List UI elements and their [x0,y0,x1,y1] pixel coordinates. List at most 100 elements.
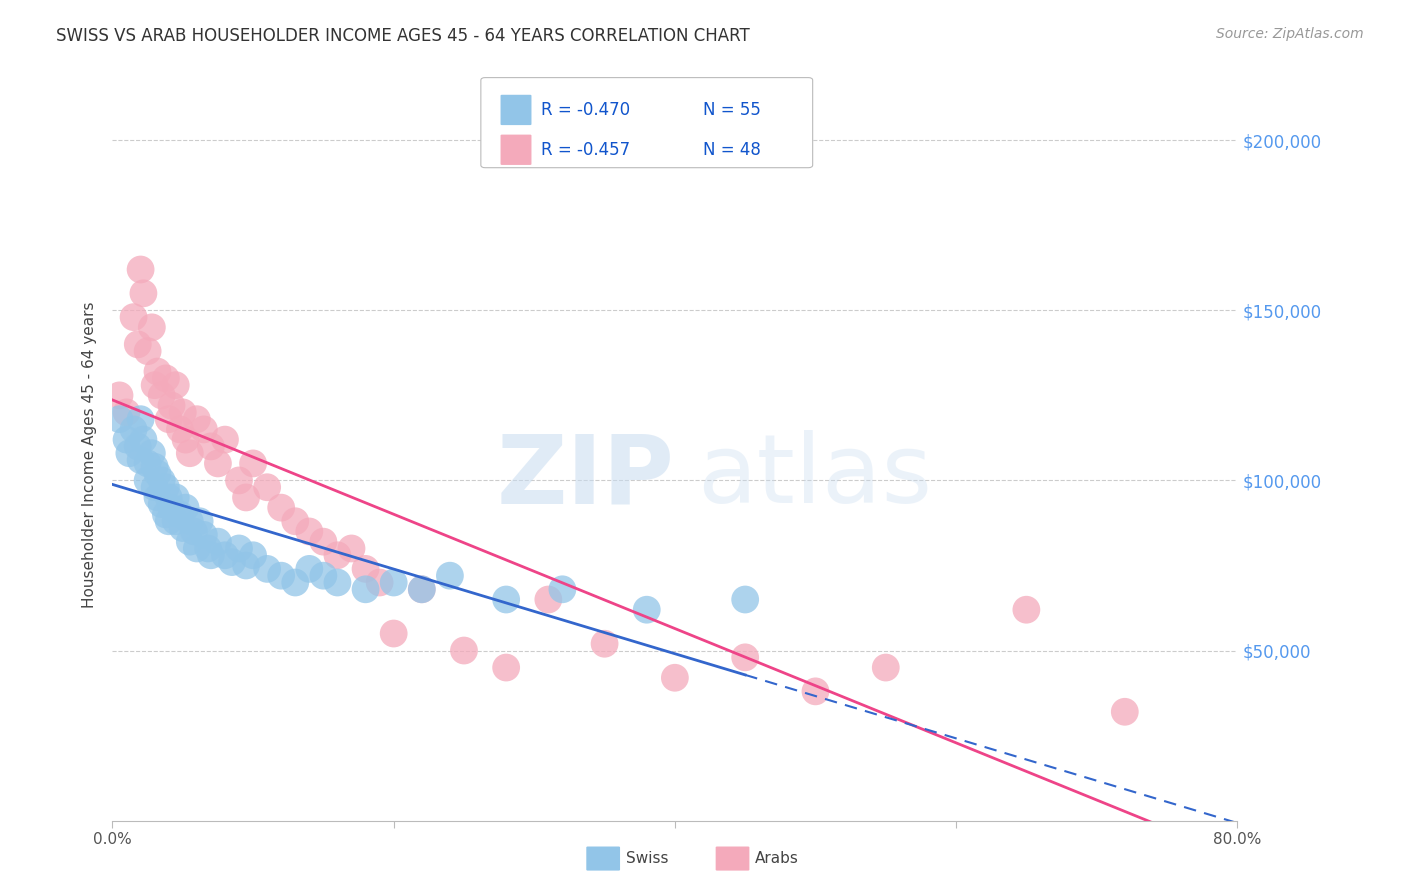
Point [453,643,475,657]
Point [270,500,292,515]
Point [411,582,433,597]
Point [340,541,363,556]
Text: Arabs: Arabs [755,852,799,866]
Point [183,524,205,539]
Point [186,412,208,426]
Point [115,433,138,447]
Point [165,514,187,528]
Point [179,514,201,528]
Text: R = -0.457: R = -0.457 [541,141,630,159]
Point [179,446,201,460]
Point [284,514,307,528]
Text: SWISS VS ARAB HOUSEHOLDER INCOME AGES 45 - 64 YEARS CORRELATION CHART: SWISS VS ARAB HOUSEHOLDER INCOME AGES 45… [56,27,749,45]
Point [298,562,321,576]
Point [242,457,264,471]
Point [141,446,163,460]
Point [734,592,756,607]
Point [551,582,574,597]
Point [214,549,236,563]
Point [122,422,145,436]
Point [160,399,183,413]
Point [411,582,433,597]
Point [129,262,152,277]
Point [143,459,166,474]
Point [270,568,292,582]
Point [108,388,131,402]
Point [495,592,517,607]
Text: R = -0.470: R = -0.470 [541,101,630,119]
Point [141,320,163,334]
Point [127,337,149,351]
Point [132,286,155,301]
Point [127,439,149,453]
Point [160,500,183,515]
Point [155,480,177,494]
Point [804,684,827,698]
Text: Swiss: Swiss [626,852,668,866]
Point [382,575,405,590]
Text: Source: ZipAtlas.com: Source: ZipAtlas.com [1216,27,1364,41]
Point [495,660,517,674]
Point [155,371,177,385]
Point [193,528,215,542]
Point [235,558,257,573]
Point [200,549,222,563]
Point [256,480,278,494]
Point [636,603,658,617]
Point [188,514,211,528]
Point [200,439,222,453]
Point [146,365,169,379]
Point [207,457,229,471]
Point [165,378,187,392]
Point [129,412,152,426]
Text: ZIP: ZIP [496,430,675,524]
Point [1015,603,1038,617]
Point [734,650,756,665]
Point [136,457,159,471]
Point [256,562,278,576]
Point [193,422,215,436]
Point [214,433,236,447]
Point [157,491,180,505]
Point [155,508,177,522]
Point [150,474,173,488]
Point [235,491,257,505]
Point [146,467,169,481]
Point [108,412,131,426]
Y-axis label: Householder Income Ages 45 - 64 years: Householder Income Ages 45 - 64 years [82,301,97,608]
Point [593,637,616,651]
Point [228,474,250,488]
Point [136,474,159,488]
Point [146,491,169,505]
Point [439,568,461,582]
Point [118,446,141,460]
Point [150,388,173,402]
Point [172,405,194,419]
Point [165,491,187,505]
Point [284,575,307,590]
Point [136,344,159,359]
Point [172,521,194,535]
Point [228,541,250,556]
Point [169,508,191,522]
Point [207,534,229,549]
Point [122,310,145,325]
Point [537,592,560,607]
Point [382,626,405,640]
Text: N = 55: N = 55 [703,101,761,119]
Point [150,497,173,511]
Point [197,541,219,556]
Point [354,562,377,576]
Point [157,514,180,528]
Point [179,534,201,549]
Point [174,500,197,515]
Point [143,378,166,392]
Point [312,568,335,582]
Point [326,549,349,563]
Point [326,575,349,590]
Point [875,660,897,674]
Point [186,541,208,556]
Point [169,422,191,436]
Text: N = 48: N = 48 [703,141,761,159]
Point [312,534,335,549]
